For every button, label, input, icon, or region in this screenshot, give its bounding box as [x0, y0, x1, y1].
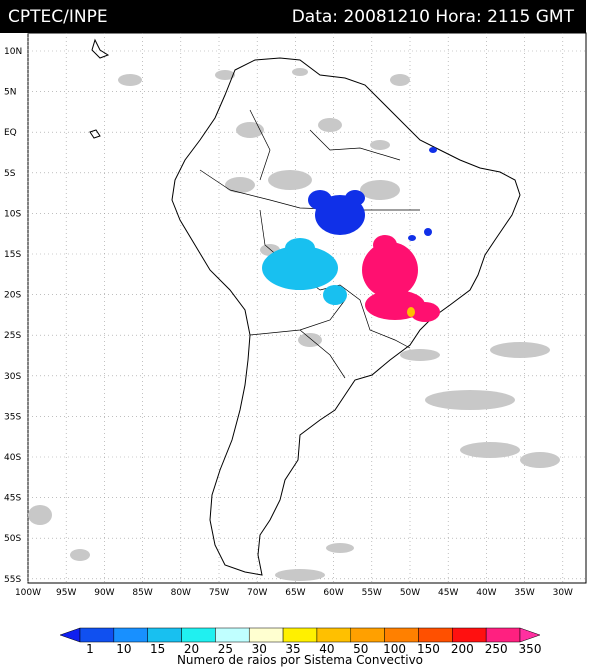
lightning-cluster-southeast: [362, 235, 440, 322]
map-frame: [27, 32, 587, 584]
lat-label-45s: 45S: [4, 494, 21, 504]
colorbar-label: 20: [184, 642, 199, 656]
colorbar-label: 25: [218, 642, 233, 656]
lat-label-10s: 10S: [4, 209, 21, 219]
lon-label-95w: 95W: [56, 588, 76, 598]
colorbar-segment: [248, 627, 284, 643]
lat-label-25s: 25S: [4, 331, 21, 341]
map-header: CPTEC/INPE Data: 20081210 Hora: 2115 GMT: [0, 0, 586, 33]
lon-label-75w: 75W: [209, 588, 229, 598]
colorbar-arrow-right: [519, 627, 541, 643]
lightning-cluster-north: [308, 147, 437, 241]
colorbar-segment: [282, 627, 318, 643]
colorbar-label: 350: [519, 642, 542, 656]
colorbar-segment: [79, 627, 115, 643]
lon-label-70w: 70W: [247, 588, 267, 598]
lon-label-35w: 35W: [514, 588, 534, 598]
colorbar-label: 40: [319, 642, 334, 656]
colorbar-label: 50: [353, 642, 368, 656]
colorbar-segment: [452, 627, 487, 643]
lightning-cluster-west: [262, 238, 347, 305]
colorbar-segment: [147, 627, 182, 643]
colorbar: 1 10 15 20 25 30 35 40 50 100 150 200 250 350: [59, 627, 542, 656]
lon-label-30w: 30W: [553, 588, 573, 598]
colorbar-segment: [384, 627, 419, 643]
colorbar-label: 30: [252, 642, 267, 656]
lat-label-50s: 50S: [4, 534, 21, 544]
colorbar-label: 150: [417, 642, 440, 656]
colorbar-label: 250: [485, 642, 508, 656]
cloud-cover: [28, 68, 560, 581]
lat-label-55s: 55S: [4, 575, 21, 585]
source-label: CPTEC/INPE: [8, 7, 108, 27]
colorbar-arrow-left: [59, 627, 81, 643]
lat-label-40s: 40S: [4, 453, 21, 463]
lat-label-5n: 5N: [4, 88, 16, 98]
colorbar-label: 10: [116, 642, 131, 656]
lon-label-65w: 65W: [285, 588, 305, 598]
latitude-labels: 10N 5N EQ 5S 10S 15S 20S 25S 30S 35S 40S 45S 50S 55S: [4, 47, 22, 585]
colorbar-segment: [215, 627, 250, 643]
lon-label-85w: 85W: [132, 588, 152, 598]
colorbar-segment: [418, 627, 453, 643]
lon-label-90w: 90W: [94, 588, 114, 598]
colorbar-label: 200: [451, 642, 474, 656]
lat-label-5s: 5S: [4, 169, 16, 179]
lat-label-15s: 15S: [4, 250, 21, 260]
colorbar-label: 35: [285, 642, 300, 656]
datetime-label: Data: 20081210 Hora: 2115 GMT: [291, 7, 574, 27]
lon-label-60w: 60W: [323, 588, 343, 598]
colorbar-segment: [113, 627, 148, 643]
lon-label-80w: 80W: [171, 588, 191, 598]
lat-label-35s: 35S: [4, 412, 21, 422]
lat-label-eq: EQ: [4, 128, 17, 138]
lightning-cluster-small: [407, 307, 415, 317]
colorbar-segment: [316, 627, 352, 643]
lon-label-45w: 45W: [438, 588, 458, 598]
lat-label-10n: 10N: [4, 47, 22, 57]
colorbar-label: 1: [86, 642, 94, 656]
lat-label-30s: 30S: [4, 372, 21, 382]
colorbar-label: 100: [383, 642, 406, 656]
lon-label-40w: 40W: [476, 588, 496, 598]
colorbar-label: 15: [150, 642, 165, 656]
lon-label-55w: 55W: [362, 588, 382, 598]
colorbar-segment: [485, 627, 521, 643]
colorbar-segment: [350, 627, 385, 643]
colorbar-segment: [181, 627, 216, 643]
coastlines: [89, 38, 521, 576]
lon-label-100w: 100W: [15, 588, 41, 598]
lon-label-50w: 50W: [400, 588, 420, 598]
colorbar-title: Numero de raios por Sistema Convectivo: [177, 653, 423, 667]
longitude-labels: 100W 95W 90W 85W 80W 75W 70W 65W 60W 55W 50W 45W 40W…: [15, 588, 573, 598]
lat-label-20s: 20S: [4, 291, 21, 301]
